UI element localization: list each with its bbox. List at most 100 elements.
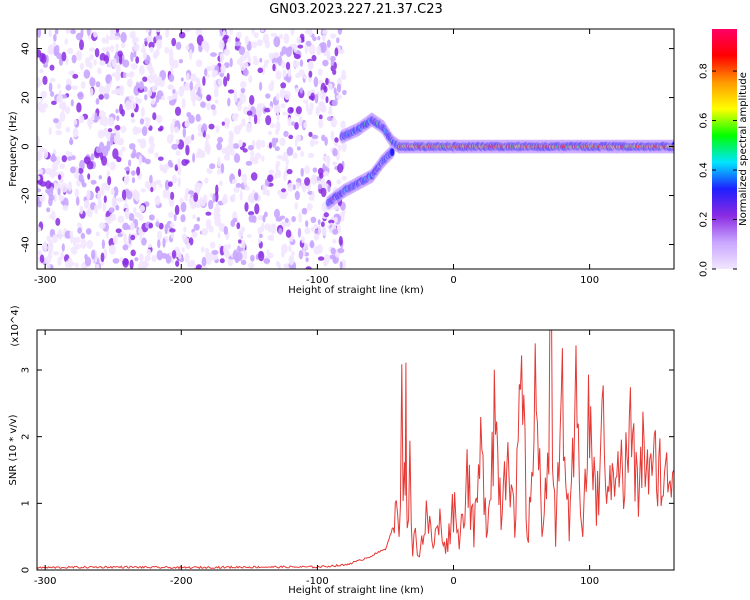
heatmap-cell bbox=[145, 117, 151, 124]
heatmap-cell bbox=[223, 117, 230, 126]
heatmap-cell bbox=[93, 31, 98, 38]
heatmap-cell bbox=[149, 67, 155, 75]
heatmap-cell bbox=[223, 34, 229, 40]
heatmap-cell bbox=[101, 155, 108, 166]
heatmap-cell bbox=[140, 188, 146, 193]
heatmap-cell bbox=[94, 204, 99, 215]
heatmap-cell bbox=[193, 192, 199, 202]
heatmap-cell bbox=[37, 226, 42, 233]
heatmap-cell bbox=[269, 234, 275, 242]
heatmap-cell bbox=[292, 184, 296, 191]
heatmap-cell bbox=[120, 42, 126, 49]
heatmap-cell bbox=[295, 178, 302, 183]
heatmap-cell bbox=[317, 36, 321, 41]
heatmap-cell bbox=[204, 133, 211, 140]
heatmap-cell bbox=[112, 148, 119, 160]
heatmap-cell bbox=[238, 123, 243, 130]
heatmap-cell bbox=[291, 216, 296, 223]
heatmap-cell bbox=[55, 130, 63, 136]
heatmap-cell bbox=[229, 57, 233, 68]
heatmap-cell bbox=[160, 164, 168, 173]
heatmap-cell bbox=[156, 79, 161, 86]
heatmap-cell bbox=[148, 41, 155, 49]
heatmap-cell bbox=[189, 49, 193, 60]
heatmap-cell bbox=[216, 168, 221, 175]
heatmap-cell bbox=[108, 207, 115, 214]
heatmap-cell bbox=[100, 252, 105, 263]
heatmap-cell bbox=[275, 70, 282, 80]
heatmap-cell bbox=[48, 197, 53, 207]
heatmap-cell bbox=[149, 46, 154, 53]
heatmap-cell bbox=[168, 211, 174, 219]
heatmap-cell bbox=[232, 143, 240, 149]
heatmap-cell bbox=[212, 193, 216, 203]
heatmap-cell bbox=[195, 264, 203, 269]
heatmap-cell bbox=[41, 53, 47, 64]
heatmap-cell bbox=[167, 181, 173, 188]
heatmap-cell bbox=[152, 112, 157, 121]
heatmap-cell bbox=[138, 155, 143, 166]
heatmap-cell bbox=[159, 125, 164, 131]
heatmap-cell bbox=[256, 115, 261, 125]
heatmap-cell bbox=[174, 126, 179, 134]
heatmap-cell bbox=[98, 94, 104, 100]
heatmap-cell bbox=[201, 229, 208, 236]
heatmap-cell bbox=[290, 107, 294, 113]
heatmap-cell bbox=[69, 137, 73, 146]
heatmap-cell bbox=[175, 150, 181, 156]
heatmap-cell bbox=[324, 253, 330, 264]
heatmap-cell bbox=[334, 137, 339, 143]
heatmap-cell bbox=[320, 41, 327, 53]
heatmap-cell bbox=[268, 169, 275, 175]
heatmap-cell bbox=[111, 196, 117, 208]
spectrogram-x-tick-label: -200 bbox=[170, 275, 193, 286]
heatmap-cell bbox=[132, 35, 136, 45]
heatmap-cell bbox=[304, 165, 311, 175]
heatmap-cell bbox=[272, 63, 276, 72]
heatmap-cell bbox=[108, 244, 116, 255]
heatmap-cell bbox=[336, 37, 340, 44]
heatmap-cell bbox=[304, 177, 311, 186]
heatmap-cell bbox=[107, 216, 113, 222]
heatmap-cell bbox=[171, 37, 177, 47]
heatmap-cell bbox=[315, 106, 321, 114]
heatmap-cell bbox=[194, 76, 199, 83]
heatmap-cell bbox=[130, 249, 136, 257]
heatmap-cell bbox=[226, 72, 230, 82]
heatmap-cell bbox=[72, 73, 79, 79]
heatmap-cell bbox=[80, 232, 86, 240]
heatmap-cell bbox=[276, 160, 281, 167]
snr-x-label: Height of straight line (km) bbox=[288, 585, 424, 596]
heatmap-cell bbox=[60, 182, 68, 193]
heatmap-cell bbox=[268, 83, 275, 91]
heatmap-cell bbox=[285, 61, 291, 70]
heatmap-cell bbox=[325, 96, 329, 104]
heatmap-cell bbox=[140, 106, 145, 117]
heatmap-cell bbox=[180, 77, 184, 82]
heatmap-cell bbox=[120, 125, 127, 133]
heatmap-cell bbox=[57, 229, 63, 240]
heatmap-cell bbox=[293, 60, 300, 69]
heatmap-cell bbox=[259, 81, 263, 91]
heatmap-cell bbox=[187, 43, 195, 54]
heatmap-cell bbox=[84, 256, 92, 267]
snr-y-tick-label: 0 bbox=[21, 567, 32, 573]
heatmap-cell bbox=[141, 237, 147, 246]
heatmap-cell bbox=[245, 160, 253, 166]
heatmap-cell bbox=[252, 55, 258, 61]
heatmap-cell bbox=[242, 148, 248, 153]
colorbar-ticks: 0.0 0.2 0.4 0.6 0.8 bbox=[699, 63, 737, 277]
heatmap-cell bbox=[305, 40, 312, 47]
heatmap-cell bbox=[138, 214, 144, 221]
heatmap-cell bbox=[300, 150, 305, 158]
heatmap-cell bbox=[275, 128, 279, 136]
heatmap-cell bbox=[295, 72, 301, 79]
heatmap-cell bbox=[303, 99, 309, 104]
heatmap-cell bbox=[156, 250, 163, 261]
heatmap-cell bbox=[244, 35, 249, 46]
heatmap-cell bbox=[138, 64, 145, 76]
heatmap-cell bbox=[95, 146, 102, 154]
heatmap-cell bbox=[274, 172, 278, 180]
heatmap-cell bbox=[227, 243, 231, 250]
heatmap-cell bbox=[206, 94, 212, 102]
